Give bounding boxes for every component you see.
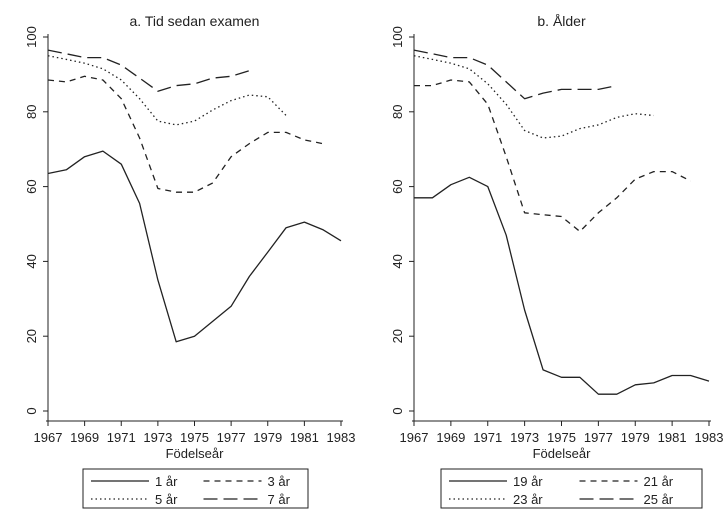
series-line-1 xyxy=(414,176,710,395)
y-tick-label: 100 xyxy=(390,26,405,48)
x-tick-label: 1975 xyxy=(547,430,576,445)
legend-label: 1 år xyxy=(155,474,178,489)
x-tick-label: 1971 xyxy=(107,430,136,445)
x-tick-label: 1971 xyxy=(473,430,502,445)
y-tick-label: 80 xyxy=(390,105,405,119)
legend-box xyxy=(440,468,703,509)
series-line-2 xyxy=(47,75,323,193)
x-tick-label: 1979 xyxy=(621,430,650,445)
x-tick-label: 1967 xyxy=(400,430,429,445)
x-tick-label: 1983 xyxy=(695,430,724,445)
x-tick-label: 1969 xyxy=(436,430,465,445)
x-tick-label: 1983 xyxy=(327,430,356,445)
panel-b: b. Ålder Födelseår 0 20 40 60 80 100 1967 1969 1… xyxy=(390,13,724,509)
x-axis-label: Födelseår xyxy=(166,446,224,461)
x-axis-label: Födelseår xyxy=(533,446,591,461)
y-tick-label: 0 xyxy=(390,407,405,414)
x-tick-label: 1967 xyxy=(34,430,63,445)
series-line-1 xyxy=(47,150,342,343)
legend: 1 år 3 år 5 år 7 år xyxy=(82,468,309,509)
x-tick-label: 1973 xyxy=(143,430,172,445)
y-tick-label: 0 xyxy=(24,407,39,414)
y-tick-label: 60 xyxy=(24,179,39,193)
chart-title: b. Ålder xyxy=(537,13,586,29)
legend-label: 19 år xyxy=(513,474,543,489)
legend: 19 år 21 år 23 år 25 år xyxy=(440,468,703,509)
series-line-3 xyxy=(413,55,654,139)
legend-label: 25 år xyxy=(644,492,674,507)
x-tick-label: 1973 xyxy=(510,430,539,445)
x-tick-label: 1969 xyxy=(70,430,99,445)
legend-label: 7 år xyxy=(268,492,291,507)
series-line-4 xyxy=(47,49,250,92)
legend-label: 23 år xyxy=(513,492,543,507)
x-tick-label: 1981 xyxy=(290,430,319,445)
legend-label: 3 år xyxy=(268,474,291,489)
x-tick-label: 1979 xyxy=(253,430,282,445)
legend-label: 5 år xyxy=(155,492,178,507)
y-tick-label: 80 xyxy=(24,105,39,119)
y-tick-label: 60 xyxy=(390,179,405,193)
x-tick-label: 1981 xyxy=(658,430,687,445)
series-line-3 xyxy=(47,55,287,126)
panel-a: a. Tid sedan examen Födelseår 0 20 40 60 80 1… xyxy=(24,13,356,509)
y-tick-label: 20 xyxy=(24,329,39,343)
series-line-2 xyxy=(414,79,691,233)
chart-title: a. Tid sedan examen xyxy=(130,13,260,29)
y-tick-label: 100 xyxy=(24,26,39,48)
x-tick-label: 1975 xyxy=(180,430,209,445)
x-tick-label: 1977 xyxy=(584,430,613,445)
series-line-4 xyxy=(413,49,617,100)
x-tick-label: 1977 xyxy=(217,430,246,445)
y-tick-label: 20 xyxy=(390,329,405,343)
y-tick-label: 40 xyxy=(24,254,39,268)
legend-box xyxy=(82,468,309,509)
y-tick-label: 40 xyxy=(390,254,405,268)
legend-label: 21 år xyxy=(644,474,674,489)
